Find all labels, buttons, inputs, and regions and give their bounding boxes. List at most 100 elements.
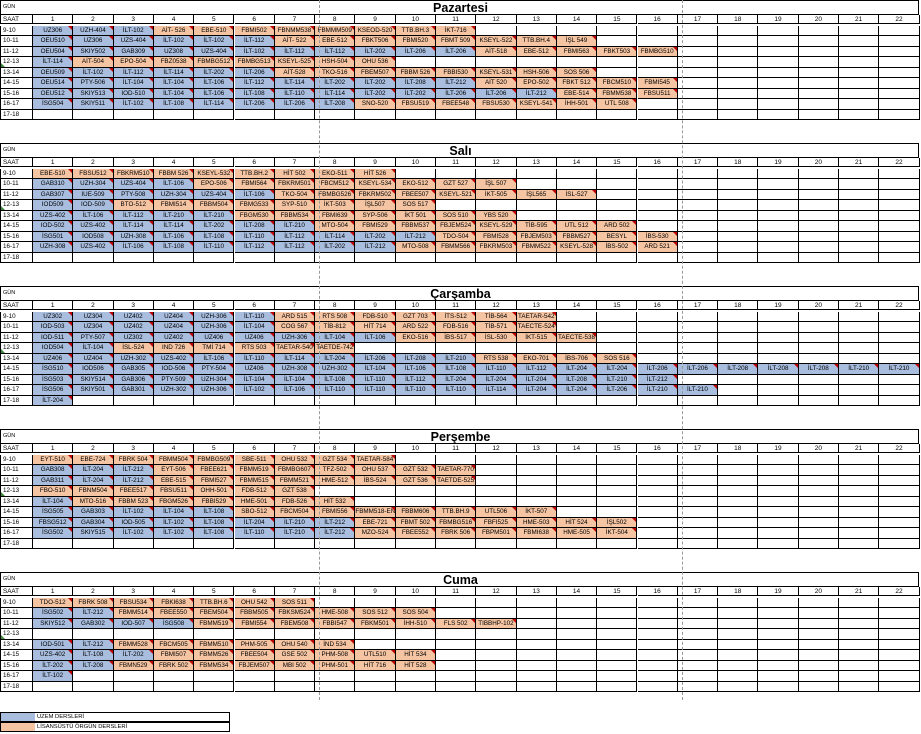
course-cell [516, 650, 557, 661]
column-number: 22 [879, 444, 920, 453]
course-cell [113, 109, 154, 120]
course-cell [556, 395, 598, 406]
course-cell [33, 109, 74, 120]
course-cell [879, 67, 920, 78]
course-cell [476, 671, 517, 682]
course-cell: PTY-509 [153, 374, 195, 385]
course-cell: İLT-102 [113, 99, 154, 110]
course-cell: PHM-501 [315, 660, 356, 671]
course-cell: İLT-114 [476, 385, 517, 396]
course-cell: SKIY513 [73, 88, 114, 99]
column-number: 7 [274, 444, 316, 453]
course-cell: İLT-204 [556, 364, 598, 375]
course-cell [758, 385, 799, 396]
course-cell: İLT-202 [315, 242, 356, 253]
course-cell [153, 681, 195, 692]
course-cell [73, 395, 114, 406]
course-cell [637, 597, 678, 608]
column-number: 5 [194, 587, 235, 596]
course-cell: İLT-204 [516, 385, 557, 396]
course-cell: İLT-104 [73, 343, 114, 354]
course-cell [33, 252, 74, 263]
course-cell: İLT-110 [476, 364, 517, 375]
course-cell [677, 618, 719, 629]
course-cell [758, 681, 799, 692]
course-cell [758, 639, 799, 650]
column-number: 11 [436, 158, 477, 167]
course-cell [597, 681, 638, 692]
course-cell: IOD504 [33, 343, 74, 354]
course-cell: İLT-212 [113, 465, 154, 476]
course-cell [556, 109, 598, 120]
course-cell: FBNMM538 [274, 25, 316, 36]
time-slot: 13-14 [0, 210, 33, 221]
course-cell [677, 639, 719, 650]
course-cell [758, 36, 799, 47]
course-cell [758, 660, 799, 671]
legend-lisansustu: LİSANSÜSTÜ ÖRGÜN DERSLERİ [0, 722, 230, 732]
course-cell: FBJEM524 [436, 221, 477, 232]
course-cell [839, 168, 880, 179]
course-cell [677, 517, 719, 528]
course-cell: UZ406 [194, 332, 235, 343]
course-cell: EBE-724 [73, 454, 114, 465]
course-cell: İLT-112 [274, 242, 316, 253]
course-cell: UZS-402 [33, 650, 74, 661]
course-cell [597, 650, 638, 661]
time-slot: 9-10 [0, 311, 33, 322]
course-cell [274, 252, 316, 263]
course-cell [758, 311, 799, 322]
course-cell: TAETAR-542 [516, 311, 557, 322]
course-cell [879, 629, 920, 640]
course-cell: İLT-110 [395, 385, 436, 396]
course-cell [677, 332, 719, 343]
time-slot: 12-13 [0, 200, 33, 211]
course-cell: İLT-206 [395, 46, 436, 57]
column-number: 8 [315, 158, 356, 167]
course-cell [839, 528, 880, 539]
course-cell [758, 221, 799, 232]
course-cell: İLT-104 [153, 78, 195, 89]
course-cell: UZ304 [73, 322, 114, 333]
day-name: Salı [449, 144, 472, 158]
column-number: 12 [476, 301, 517, 310]
column-number: 19 [758, 444, 799, 453]
course-cell: AİT-528 [274, 67, 316, 78]
course-cell: KSEYL-521 [436, 189, 477, 200]
course-cell: OHU 537 [355, 465, 396, 476]
course-cell [476, 650, 517, 661]
course-cell [839, 395, 880, 406]
course-cell: GZT 534 [315, 454, 356, 465]
course-cell [677, 168, 719, 179]
course-cell: İŞL565 [516, 189, 557, 200]
course-cell [718, 507, 759, 518]
course-cell: UZ402 [113, 322, 154, 333]
course-cell [839, 507, 880, 518]
course-cell: HİT 532 [315, 496, 356, 507]
course-cell [556, 507, 598, 518]
course-cell [758, 618, 799, 629]
column-number: 22 [879, 301, 920, 310]
course-cell: IOD506 [73, 364, 114, 375]
course-cell [798, 618, 839, 629]
course-cell [476, 57, 517, 68]
course-cell: İLT-108 [436, 364, 477, 375]
course-cell [637, 465, 678, 476]
course-cell [879, 496, 920, 507]
course-cell: GAB303 [73, 507, 114, 518]
course-cell [556, 252, 598, 263]
course-cell [879, 210, 920, 221]
column-number: 12 [476, 444, 517, 453]
course-cell: KSEYL-528 [556, 242, 598, 253]
day-header: GÜN Cuma [0, 572, 919, 587]
course-cell [516, 252, 557, 263]
column-number: 17 [677, 301, 719, 310]
course-cell [879, 189, 920, 200]
course-cell: HME-508 [315, 608, 356, 619]
column-number: 9 [355, 301, 396, 310]
course-cell: GAB310 [33, 179, 74, 190]
course-cell: UZ304 [73, 311, 114, 322]
course-cell [315, 597, 356, 608]
course-cell [718, 538, 759, 549]
column-number: 12 [476, 15, 517, 24]
